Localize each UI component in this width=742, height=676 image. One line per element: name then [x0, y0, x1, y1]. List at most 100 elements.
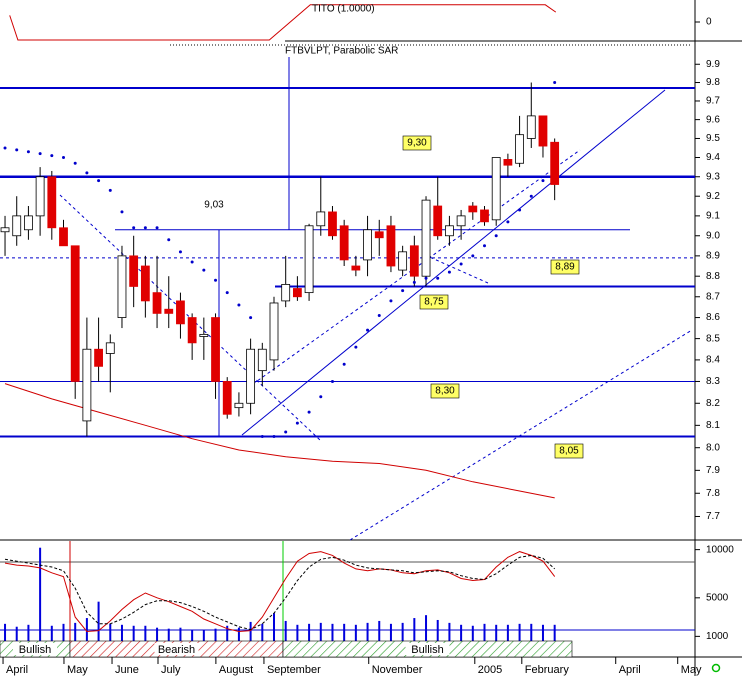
candle-body: [199, 333, 209, 337]
y-tick-label: 8.6: [706, 312, 720, 323]
signal-label-bg: [154, 643, 199, 655]
candle-body: [363, 229, 372, 261]
volume-bar: [50, 625, 53, 646]
candle-body: [328, 211, 337, 237]
sar-dot: [377, 313, 381, 317]
candle-body: [374, 231, 384, 239]
trend-lines: [59, 57, 693, 541]
volume-bar: [261, 623, 264, 646]
level-label-box: [430, 383, 460, 399]
x-tick-label: May: [681, 664, 702, 676]
candle-body: [117, 255, 127, 318]
sar-dot: [506, 220, 510, 224]
signal-label: Bullish: [411, 644, 443, 656]
volume-bar: [308, 623, 311, 646]
candle-body: [187, 317, 197, 344]
legend-label: TITO (1.0000): [312, 4, 375, 15]
volume-bar: [471, 625, 474, 646]
y-tick-label: 8.3: [706, 376, 720, 387]
chart-title: FTBVLPT, Parabolic SAR: [285, 46, 398, 57]
volume-bar: [74, 622, 77, 646]
candle-body: [351, 265, 361, 271]
signal-label-bg: [13, 643, 57, 655]
candle-body: [491, 157, 501, 221]
volume-bar: [530, 623, 533, 646]
volume-bar: [27, 624, 30, 646]
sar-dot: [342, 362, 346, 366]
candle-body: [35, 176, 45, 217]
sar-dot: [284, 430, 288, 434]
candle-body: [47, 176, 57, 229]
candle-body: [339, 225, 349, 261]
candle-body: [515, 134, 524, 164]
signal-label: Bullish: [19, 644, 51, 656]
trend-line: [424, 254, 489, 284]
volume-bar: [518, 623, 521, 646]
y-tick-label: 7.9: [706, 465, 720, 476]
level-label: 9,03: [204, 200, 224, 211]
volume-bar: [144, 625, 147, 646]
y-tick-label: 0: [706, 17, 712, 28]
sar-dot: [529, 194, 533, 198]
volume-bar: [378, 620, 381, 646]
sar-dot: [202, 268, 206, 272]
y-tick-label: 7.7: [706, 511, 720, 522]
candle-body: [409, 245, 419, 277]
trend-line: [241, 89, 666, 436]
candle-body: [164, 308, 174, 314]
sar-dot: [120, 210, 124, 214]
level-label: 9,30: [407, 138, 427, 149]
candle-body: [257, 348, 267, 372]
candle-body: [176, 300, 185, 325]
sar-dot: [237, 303, 241, 307]
volume-bar: [109, 623, 112, 646]
x-tick-label: February: [525, 664, 570, 676]
y-tick-label: 9.6: [706, 114, 720, 125]
sar-dot: [249, 316, 253, 320]
y-tick-label: 9.2: [706, 191, 720, 202]
volume-bar: [401, 622, 404, 646]
y-tick-label: 8.7: [706, 291, 720, 302]
level-label: 8,05: [559, 446, 579, 457]
sar-dot: [401, 289, 405, 293]
sar-dot: [50, 154, 54, 158]
volume-bar: [495, 624, 498, 646]
y-tick-label: 9.3: [706, 171, 720, 182]
volume-bar: [319, 622, 322, 646]
volume-bar: [460, 624, 463, 646]
signal-label-bg: [405, 643, 450, 655]
x-tick-label: August: [219, 664, 253, 676]
candle-body: [503, 159, 513, 166]
candle-body: [316, 211, 326, 227]
volume-bar: [366, 622, 369, 646]
y-tick-label: 5000: [706, 592, 729, 603]
y-tick-label: 8.1: [706, 420, 720, 431]
sar-dot: [143, 226, 147, 230]
volume-bar: [541, 624, 544, 646]
y-tick-label: 8.2: [706, 398, 720, 409]
level-label: 8,75: [424, 297, 444, 308]
candle-body: [140, 265, 150, 302]
x-tick-label: May: [67, 664, 88, 676]
level-label-box: [419, 294, 449, 310]
candle-body: [234, 402, 244, 409]
sar-dot: [459, 262, 463, 266]
trend-line: [349, 329, 693, 541]
volume-bar: [85, 618, 88, 646]
sar-dot: [38, 152, 42, 156]
candle-body: [94, 348, 103, 367]
y-tick-label: 9.4: [706, 152, 720, 163]
y-tick-label: 8.0: [706, 442, 720, 453]
level-label: 8,30: [435, 386, 455, 397]
candle-body: [550, 141, 560, 185]
candle-body: [538, 115, 548, 147]
sar-dot: [553, 81, 557, 85]
sar-dot: [319, 395, 323, 399]
candle-body: [0, 227, 10, 233]
sar-dot: [178, 250, 182, 254]
candle-body: [468, 205, 478, 213]
volume-bar: [4, 623, 7, 646]
volume-bar: [132, 625, 135, 646]
sar-dot: [295, 421, 299, 425]
